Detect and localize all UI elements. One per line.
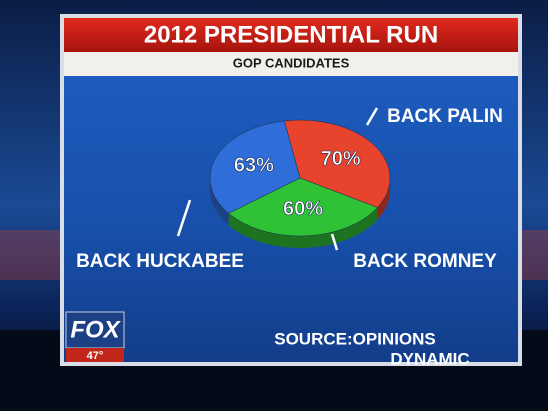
network-logo-box bbox=[65, 311, 125, 349]
pie bbox=[209, 119, 391, 249]
value-label: 63% bbox=[234, 155, 274, 177]
value-label: 70% bbox=[321, 148, 361, 170]
pie-slice bbox=[228, 177, 378, 237]
pie-slice-side bbox=[228, 207, 378, 249]
leader-line bbox=[365, 107, 379, 126]
subtitle-banner bbox=[64, 52, 518, 76]
category-label: BACK ROMNEY bbox=[353, 251, 497, 272]
temperature: 47° bbox=[87, 350, 104, 362]
category-label: BACK HUCKABEE bbox=[76, 251, 244, 272]
title-banner bbox=[64, 18, 518, 52]
leader-line bbox=[330, 233, 339, 251]
category-label: BACK PALIN bbox=[387, 106, 503, 127]
source-line: SOURCE:OPINIONS bbox=[274, 329, 436, 348]
pie-slice-side bbox=[377, 178, 390, 220]
network-logo: FOX bbox=[70, 316, 121, 343]
leader-line bbox=[176, 199, 192, 237]
pie-slice bbox=[209, 120, 301, 214]
chart-title: 2012 PRESIDENTIAL RUN bbox=[144, 21, 438, 48]
value-label: 60% bbox=[283, 198, 323, 220]
chart-subtitle: GOP CANDIDATES bbox=[233, 55, 350, 70]
pie-slice bbox=[284, 119, 391, 208]
temperature-box bbox=[66, 348, 124, 362]
source-line: DYNAMIC bbox=[390, 349, 469, 368]
pie-slice-side bbox=[210, 178, 229, 226]
